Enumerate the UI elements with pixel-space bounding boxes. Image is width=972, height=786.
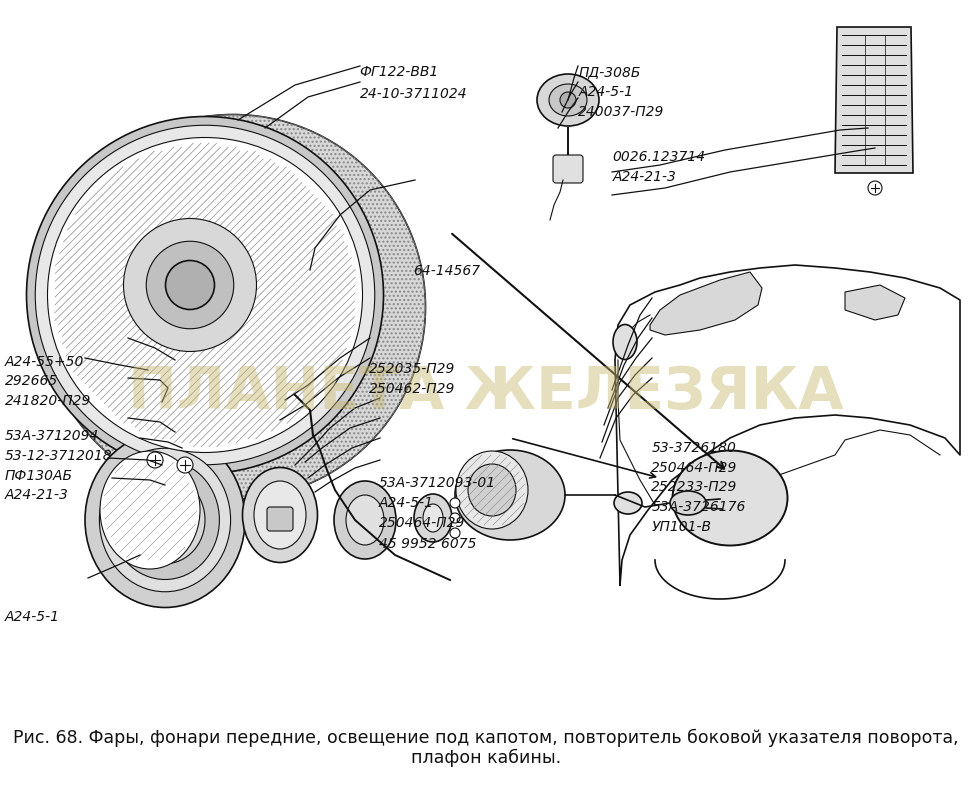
Text: А24-21-3: А24-21-3 <box>612 170 677 184</box>
Text: А24-5-1: А24-5-1 <box>578 85 634 99</box>
Text: 250462-П29: 250462-П29 <box>369 382 456 396</box>
Text: 0026.123714: 0026.123714 <box>612 150 706 164</box>
Circle shape <box>48 138 363 453</box>
Ellipse shape <box>414 494 452 542</box>
Ellipse shape <box>139 492 191 548</box>
Text: 24-10-3711024: 24-10-3711024 <box>360 87 468 101</box>
Ellipse shape <box>242 468 318 563</box>
Text: 250464-П29: 250464-П29 <box>379 516 466 530</box>
Ellipse shape <box>549 84 587 116</box>
Text: ПФ130АБ: ПФ130АБ <box>5 468 73 483</box>
Text: плафон кабины.: плафон кабины. <box>411 749 561 767</box>
Ellipse shape <box>455 450 565 540</box>
Text: Рис. 68. Фары, фонари передние, освещение под капотом, повторитель боковой указа: Рис. 68. Фары, фонари передние, освещени… <box>14 729 958 747</box>
Ellipse shape <box>346 495 384 545</box>
Circle shape <box>165 260 215 310</box>
Circle shape <box>147 452 163 468</box>
Circle shape <box>450 498 460 508</box>
Circle shape <box>35 125 375 465</box>
Circle shape <box>868 181 882 195</box>
Polygon shape <box>845 285 905 320</box>
Ellipse shape <box>111 461 220 579</box>
Text: 241820-П29: 241820-П29 <box>5 394 91 408</box>
Text: А24-5-1: А24-5-1 <box>5 610 60 624</box>
Text: А24-21-3: А24-21-3 <box>5 488 69 502</box>
Circle shape <box>560 92 576 108</box>
Text: 240037-П29: 240037-П29 <box>578 105 665 119</box>
Circle shape <box>146 241 233 329</box>
Text: А24-5-1: А24-5-1 <box>379 496 434 510</box>
Ellipse shape <box>468 464 516 516</box>
Circle shape <box>450 513 460 523</box>
Text: 252035-П29: 252035-П29 <box>369 362 456 376</box>
Circle shape <box>41 115 426 499</box>
Ellipse shape <box>254 481 306 549</box>
Text: 53-12-3712018: 53-12-3712018 <box>5 449 113 463</box>
FancyBboxPatch shape <box>267 507 293 531</box>
Text: 53А-3712093-01: 53А-3712093-01 <box>379 476 496 490</box>
Ellipse shape <box>125 476 205 564</box>
Text: 252233-П29: 252233-П29 <box>651 480 738 494</box>
Circle shape <box>26 116 384 473</box>
Ellipse shape <box>85 432 245 608</box>
Circle shape <box>123 219 257 351</box>
Ellipse shape <box>423 504 443 532</box>
Ellipse shape <box>334 481 396 559</box>
Polygon shape <box>650 272 762 335</box>
Ellipse shape <box>613 325 637 359</box>
Ellipse shape <box>673 450 787 545</box>
Text: 53-3726180: 53-3726180 <box>651 441 736 455</box>
Ellipse shape <box>100 451 200 569</box>
Text: ПД-308Б: ПД-308Б <box>578 65 641 79</box>
Text: 45 9952 6075: 45 9952 6075 <box>379 537 476 551</box>
Text: УП101-В: УП101-В <box>651 520 712 534</box>
Circle shape <box>177 457 193 473</box>
Text: А24-55+50: А24-55+50 <box>5 354 85 369</box>
Ellipse shape <box>670 491 706 515</box>
Ellipse shape <box>99 448 230 592</box>
Text: ФГ122-ВВ1: ФГ122-ВВ1 <box>360 65 439 79</box>
Text: 53А-3712094: 53А-3712094 <box>5 429 99 443</box>
Ellipse shape <box>614 492 642 514</box>
Text: 292665: 292665 <box>5 374 58 388</box>
Text: 250464-П29: 250464-П29 <box>651 461 738 475</box>
Text: 64-14567: 64-14567 <box>413 264 480 278</box>
Text: ПЛАНЕТА ЖЕЛЕЗЯКА: ПЛАНЕТА ЖЕЛЕЗЯКА <box>128 365 844 421</box>
Ellipse shape <box>456 451 528 529</box>
Circle shape <box>450 528 460 538</box>
Text: 53А-3726176: 53А-3726176 <box>651 500 746 514</box>
Ellipse shape <box>537 74 599 126</box>
FancyBboxPatch shape <box>553 155 583 183</box>
Polygon shape <box>835 27 913 173</box>
